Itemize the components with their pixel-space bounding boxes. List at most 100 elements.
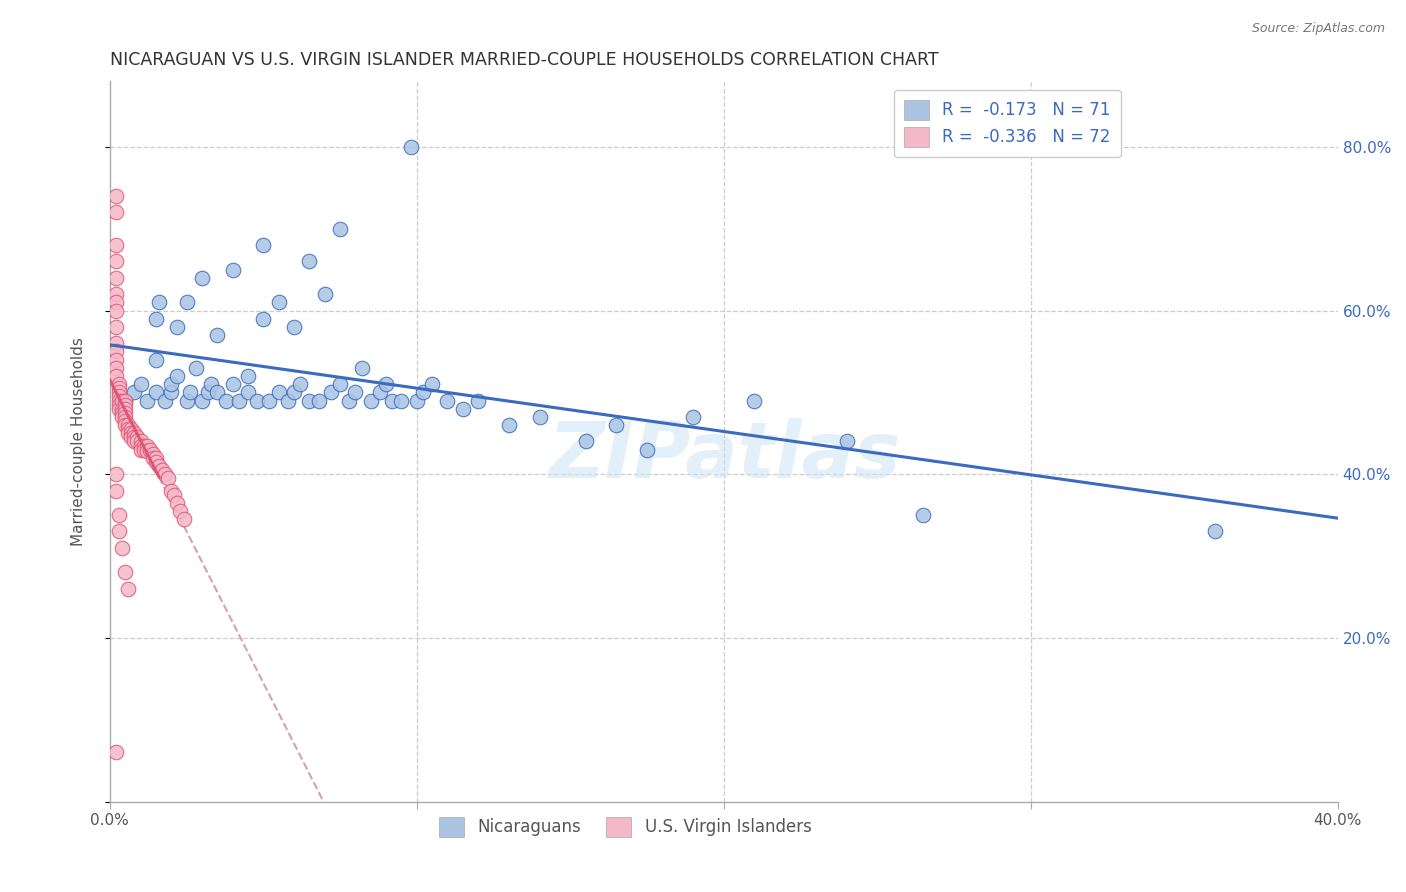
Point [150,463,173,477]
Point [132,438,155,452]
Point [132,442,155,457]
Point [283,385,305,400]
Point [127,430,149,444]
Point [420,377,443,392]
Point [436,393,458,408]
Point [160,483,183,498]
Point [142,447,165,461]
Point [166,369,188,384]
Point [114,393,136,408]
Point [114,566,136,580]
Point [124,434,146,449]
Point [135,393,157,408]
Point [412,385,434,400]
Point [399,140,422,154]
Point [145,450,167,465]
Point [405,393,427,408]
Point [114,398,136,412]
Point [129,442,152,457]
Point [135,438,157,452]
Point [200,377,222,392]
Text: ZIPatlas: ZIPatlas [547,417,900,494]
Point [246,393,269,408]
Point [288,377,311,392]
Point [375,377,398,392]
Point [111,406,134,420]
Point [145,455,167,469]
Point [104,189,127,203]
Point [1204,524,1226,539]
Text: Source: ZipAtlas.com: Source: ZipAtlas.com [1251,22,1385,36]
Point [252,238,274,252]
Point [129,434,152,449]
Point [142,450,165,465]
Point [912,508,935,522]
Point [114,393,136,408]
Point [111,401,134,416]
Point [267,385,290,400]
Point [344,385,367,400]
Point [120,422,142,436]
Point [114,409,136,424]
Point [148,295,170,310]
Point [228,393,250,408]
Point [329,377,352,392]
Point [111,541,134,555]
Point [117,426,139,441]
Point [108,389,131,403]
Point [104,483,127,498]
Point [108,393,131,408]
Point [267,295,290,310]
Point [166,319,188,334]
Point [163,488,186,502]
Point [298,393,321,408]
Point [636,442,658,457]
Legend: Nicaraguans, U.S. Virgin Islanders: Nicaraguans, U.S. Virgin Islanders [433,810,818,844]
Point [319,385,342,400]
Point [108,385,131,400]
Point [129,438,152,452]
Point [104,238,127,252]
Point [221,377,243,392]
Point [157,471,180,485]
Point [104,336,127,351]
Point [236,369,259,384]
Point [108,381,131,395]
Point [191,270,214,285]
Point [197,385,219,400]
Point [120,430,142,444]
Point [176,393,198,408]
Point [114,406,136,420]
Point [153,467,176,482]
Y-axis label: Married-couple Households: Married-couple Households [72,337,86,546]
Point [104,352,127,367]
Point [529,409,551,424]
Point [176,295,198,310]
Point [108,398,131,412]
Point [160,385,183,400]
Point [160,377,183,392]
Point [350,360,373,375]
Point [117,582,139,596]
Point [184,360,207,375]
Point [169,504,191,518]
Point [277,393,299,408]
Point [104,254,127,268]
Point [104,369,127,384]
Point [104,746,127,760]
Point [108,377,131,392]
Point [835,434,858,449]
Point [114,418,136,433]
Point [682,409,704,424]
Point [104,295,127,310]
Point [120,426,142,441]
Point [145,385,167,400]
Point [129,377,152,392]
Point [135,444,157,458]
Point [145,352,167,367]
Point [104,303,127,318]
Point [166,496,188,510]
Point [104,344,127,359]
Point [153,393,176,408]
Point [575,434,598,449]
